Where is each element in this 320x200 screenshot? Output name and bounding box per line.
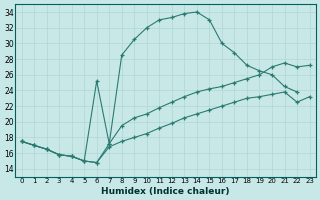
X-axis label: Humidex (Indice chaleur): Humidex (Indice chaleur) (101, 187, 230, 196)
